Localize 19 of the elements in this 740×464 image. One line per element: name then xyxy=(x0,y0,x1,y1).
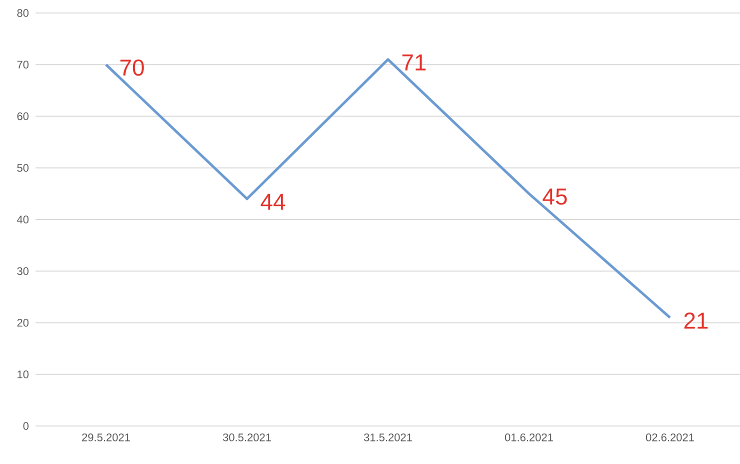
y-tick-label: 80 xyxy=(17,9,29,17)
x-tick-label: 31.5.2021 xyxy=(364,434,412,442)
y-tick-label: 60 xyxy=(17,112,29,120)
y-tick-label: 50 xyxy=(17,164,29,172)
data-label: 71 xyxy=(402,54,426,70)
y-tick-label: 70 xyxy=(17,60,29,69)
data-label: 21 xyxy=(684,312,708,329)
y-tick-label: 40 xyxy=(16,216,29,224)
data-label: 45 xyxy=(542,188,567,205)
y-tick-label: 20 xyxy=(17,318,29,327)
y-tick-label: 0 xyxy=(23,422,29,430)
data-label: 44 xyxy=(260,194,286,210)
data-label: 70 xyxy=(120,59,144,76)
y-tick-label: 10 xyxy=(18,370,29,378)
x-tick-label: 30.5.2021 xyxy=(222,434,271,442)
x-tick-label: 01.6.2021 xyxy=(504,434,553,442)
x-tick-label: 29.5.2021 xyxy=(82,434,130,442)
y-tick-label: 30 xyxy=(17,267,29,276)
x-tick-label: 02.6.2021 xyxy=(646,434,694,442)
